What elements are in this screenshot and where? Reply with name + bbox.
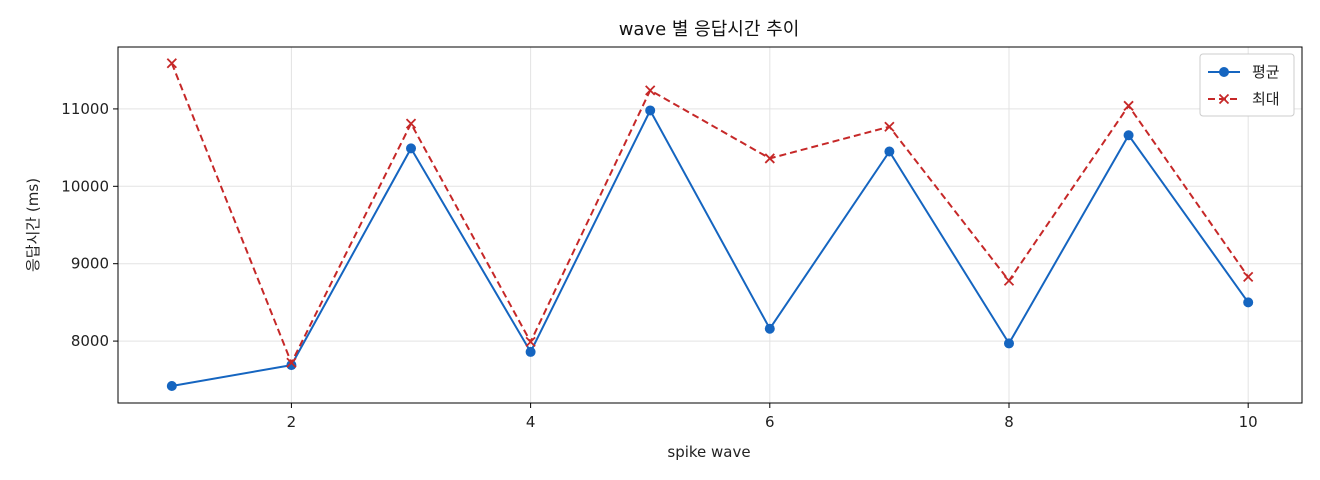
data-point — [1003, 338, 1014, 349]
y-tick-label: 8000 — [71, 332, 109, 350]
data-point — [1123, 130, 1134, 141]
plot-area-frame — [117, 46, 1303, 404]
x-tick-label: 10 — [1239, 413, 1258, 431]
legend-box — [1199, 53, 1295, 117]
legend-entry: 최대 — [1208, 90, 1280, 108]
legend-label: 최대 — [1252, 90, 1280, 108]
data-point — [286, 360, 297, 371]
data-point — [1123, 100, 1134, 111]
y-tick-label: 9000 — [71, 255, 109, 273]
y-tick-label: 11000 — [61, 100, 109, 118]
x-tick-label: 6 — [765, 413, 775, 431]
data-point — [525, 336, 536, 347]
data-point — [884, 121, 895, 132]
x-tick-label: 2 — [287, 413, 297, 431]
data-point — [406, 143, 417, 154]
series-line — [170, 62, 1250, 364]
axis-ticks: 2 4 6 8 10 8000 9000 10000 11000 — [61, 100, 1257, 431]
legend-label: 평균 — [1252, 63, 1280, 81]
chart-title: wave 별 응답시간 추이 — [619, 19, 800, 40]
data-point — [1003, 275, 1015, 286]
series-1 — [166, 105, 1254, 391]
x-axis-label: spike wave — [667, 443, 750, 461]
grid — [118, 47, 1302, 403]
x-tick-label: 8 — [1004, 413, 1014, 431]
data-point — [645, 105, 656, 116]
data-point — [1243, 271, 1254, 282]
legend-marker — [1218, 93, 1230, 105]
y-axis-label: 응답시간 (ms) — [24, 178, 42, 272]
series-2 — [166, 58, 1254, 368]
data-point — [525, 346, 536, 357]
data-point — [645, 85, 656, 96]
legend-entry: 평균 — [1208, 63, 1280, 81]
data-point — [166, 58, 177, 69]
series-layer — [166, 58, 1254, 391]
legend-marker — [1219, 67, 1229, 77]
x-tick-label: 4 — [526, 413, 536, 431]
data-point — [764, 153, 775, 164]
data-point — [884, 146, 895, 157]
y-tick-label: 10000 — [61, 177, 109, 195]
data-point — [764, 323, 775, 334]
data-point — [286, 357, 297, 368]
data-point — [166, 380, 177, 391]
data-point — [1243, 297, 1254, 308]
series-line — [171, 109, 1250, 387]
data-point — [405, 118, 417, 129]
